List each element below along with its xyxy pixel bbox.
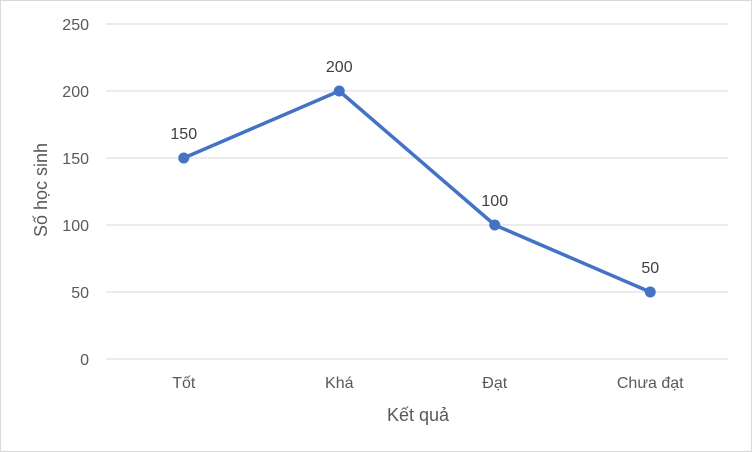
x-tick-label: Tốt — [172, 375, 196, 392]
data-point — [644, 286, 656, 298]
x-tick-label: Khá — [325, 375, 354, 392]
series — [178, 85, 656, 298]
y-axis-ticks: 0 50 100 150 200 250 — [62, 17, 89, 369]
y-tick-label: 250 — [62, 17, 89, 34]
y-tick-label: 0 — [80, 352, 89, 369]
series-line — [182, 89, 652, 294]
y-tick-label: 50 — [71, 285, 89, 302]
data-point — [333, 85, 345, 97]
y-tick-label: 150 — [62, 151, 89, 168]
x-tick-label: Đạt — [482, 375, 507, 392]
x-axis-ticks: Tốt Khá Đạt Chưa đạt — [172, 375, 684, 392]
x-tick-label: Chưa đạt — [617, 375, 684, 392]
data-labels: 150 200 100 50 — [170, 59, 659, 277]
data-point — [489, 219, 501, 231]
data-label: 50 — [641, 260, 659, 277]
x-axis-title: Kết quả — [387, 405, 450, 425]
data-point — [178, 152, 190, 164]
y-axis-title: Số học sinh — [31, 143, 51, 237]
y-tick-label: 200 — [62, 84, 89, 101]
data-label: 200 — [326, 59, 353, 76]
gridlines — [106, 23, 728, 360]
data-label: 100 — [481, 193, 508, 210]
y-tick-label: 100 — [62, 218, 89, 235]
data-label: 150 — [170, 126, 197, 143]
